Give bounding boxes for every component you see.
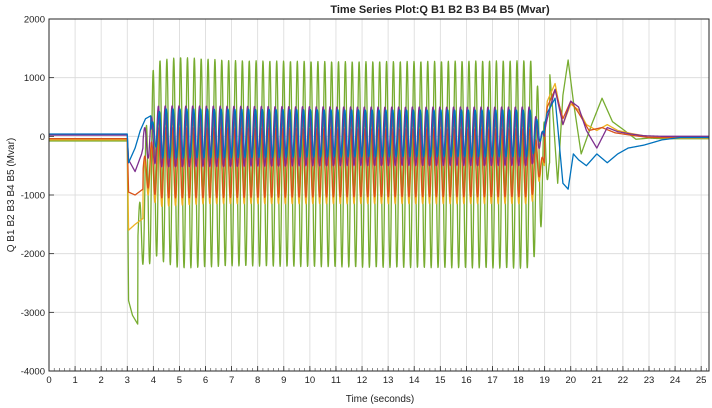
x-tick-label: 8 [255,375,260,386]
x-tick-label: 4 [151,375,156,386]
y-tick-label: -4000 [21,367,45,378]
x-tick-label: 23 [644,375,655,386]
x-tick-label: 25 [696,375,707,386]
x-tick-label: 6 [203,375,208,386]
x-tick-label: 15 [435,375,446,386]
x-tick-label: 16 [461,375,472,386]
x-tick-label: 2 [99,375,104,386]
x-tick-label: 10 [305,375,316,386]
x-tick-label: 18 [513,375,524,386]
y-tick-label: 1000 [24,73,45,84]
y-ticks: -4000 -3000 -2000 -1000 0 1000 2000 [21,15,54,378]
y-axis-label: Q B1 B2 B3 B4 B5 (Mvar) [6,138,17,253]
y-tick-label: -3000 [21,308,45,319]
x-tick-label: 19 [539,375,550,386]
x-tick-label: 7 [229,375,234,386]
x-tick-label: 24 [670,375,681,386]
x-axis-label: Time (seconds) [346,394,415,405]
x-tick-label: 9 [281,375,286,386]
x-tick-label: 14 [409,375,420,386]
series-line-3 [48,88,710,199]
y-tick-label: -1000 [21,191,45,202]
chart-title: Time Series Plot:Q B1 B2 B3 B4 B5 (Mvar) [330,4,550,16]
x-tick-label: 21 [592,375,603,386]
x-ticks: 0 1 2 3 4 5 6 7 8 9 10 11 12 13 14 15 16 17 18 19 20 21 22 23 24… [46,366,707,386]
series-lines [48,57,710,325]
grid-lines [48,18,709,372]
x-tick-label: 11 [331,375,341,386]
y-tick-label: 2000 [24,15,45,26]
y-tick-label: -2000 [21,249,45,260]
y-tick-label: 0 [40,132,45,143]
series-line-5 [48,97,710,190]
x-tick-label: 0 [46,375,51,386]
x-tick-label: 12 [357,375,368,386]
x-tick-label: 5 [177,375,182,386]
x-tick-label: 13 [383,375,394,386]
x-tick-label: 20 [565,375,576,386]
x-tick-label: 1 [72,375,77,386]
x-tick-label: 22 [618,375,629,386]
x-tick-label: 17 [487,375,498,386]
x-tick-label: 3 [125,375,130,386]
series-line-1 [48,57,710,325]
